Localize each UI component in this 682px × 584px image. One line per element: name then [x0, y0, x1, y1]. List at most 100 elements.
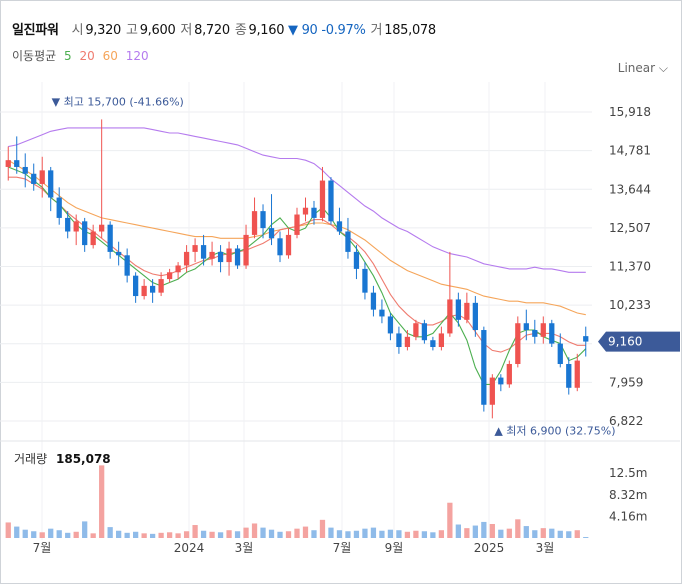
- y-tick-label: 6,822: [609, 414, 643, 428]
- x-tick-label: 2024: [174, 541, 205, 555]
- series-line-ma20: [8, 176, 586, 353]
- scale-toggle-button[interactable]: Linear ⌵: [618, 61, 668, 76]
- volume-bar: [549, 528, 555, 538]
- candle: [353, 251, 360, 269]
- volume-bar: [455, 524, 461, 538]
- candle: [183, 251, 190, 266]
- candle: [234, 248, 241, 266]
- volume-bar: [268, 529, 275, 538]
- candle: [396, 333, 402, 348]
- volume-bar: [200, 530, 207, 538]
- candle: [566, 363, 572, 388]
- volume-bar: [99, 465, 105, 538]
- volume-pane-label: 거래량: [14, 452, 47, 466]
- candle: [39, 170, 45, 184]
- volume-bar: [566, 531, 572, 538]
- volume-bar: [166, 532, 173, 538]
- volume-bar: [311, 530, 317, 538]
- volume-bar: [39, 532, 45, 538]
- x-tick-label: 3월: [536, 541, 555, 555]
- candle: [107, 224, 113, 252]
- candle: [31, 173, 37, 184]
- volume-bar: [328, 527, 334, 538]
- volume-bar: [14, 526, 20, 538]
- candle: [56, 197, 62, 218]
- candle: [421, 323, 428, 341]
- low-value: 8,720: [194, 23, 230, 38]
- candle: [158, 279, 164, 293]
- volume-bar: [498, 529, 504, 538]
- volume-bar: [260, 527, 266, 538]
- volume-bar: [65, 532, 71, 538]
- close-value: 9,160: [248, 23, 285, 38]
- volume-bar: [133, 531, 139, 538]
- volume-bar: [48, 528, 54, 538]
- volume-bar: [73, 531, 79, 538]
- ma-120-label[interactable]: 120: [125, 49, 149, 63]
- y-tick-label: 7,959: [609, 375, 643, 389]
- close-label: 종: [234, 23, 247, 38]
- candle: [217, 251, 224, 263]
- volume-bar: [22, 529, 28, 538]
- candle: [489, 377, 495, 405]
- candle: [404, 336, 411, 348]
- volume-bar: [336, 530, 343, 538]
- ma-legend-label: 이동평균: [12, 49, 57, 63]
- candle: [22, 166, 28, 174]
- current-price-label: 9,160: [608, 335, 642, 349]
- ma-5-label[interactable]: 5: [64, 49, 72, 63]
- volume-bar: [217, 532, 224, 538]
- volume-bar: [82, 521, 88, 538]
- volume-bar: [481, 521, 487, 538]
- candle: [438, 333, 445, 348]
- candle: [447, 299, 453, 334]
- candle: [387, 316, 394, 334]
- quote-header: 일진파워 시 9,320 고 9,600 저 8,720 종 9,160 ▼ 90 -0.97%…: [12, 19, 436, 38]
- candle: [481, 330, 487, 405]
- candle: [515, 323, 521, 364]
- volume-bar: [90, 533, 96, 538]
- volume-bar: [56, 530, 62, 538]
- volume-bar: [285, 531, 292, 538]
- volume-bar: [421, 531, 428, 538]
- stock-name: 일진파워: [12, 23, 59, 38]
- candle: [464, 302, 470, 320]
- candle: [65, 217, 71, 232]
- volume-bar: [387, 529, 394, 538]
- y-tick-label: 13,644: [609, 182, 651, 196]
- ma-60-label[interactable]: 60: [102, 49, 118, 63]
- volume-value: 185,078: [384, 23, 436, 38]
- high-label: 고: [126, 23, 138, 38]
- scale-button-label: Linear: [617, 61, 656, 75]
- open-label: 시: [71, 23, 84, 38]
- ma-20-label[interactable]: 20: [79, 49, 95, 63]
- volume-bar: [523, 526, 529, 538]
- volume-bar: [209, 531, 215, 538]
- candle: [48, 170, 54, 198]
- series-line-ma120: [8, 127, 586, 273]
- candle: [540, 323, 546, 337]
- volume-bar: [5, 522, 11, 538]
- candle: [302, 207, 309, 215]
- volume-bar: [302, 526, 309, 538]
- candle: [532, 330, 538, 337]
- volume-bar: [251, 523, 258, 538]
- volume-bar: [447, 502, 453, 538]
- volume-bar: [430, 532, 436, 538]
- low-annotation: ▲ 최저 6,900 (32.75%): [494, 424, 615, 437]
- candle: [370, 292, 377, 310]
- volume-bar: [277, 531, 283, 538]
- high-annotation: ▼ 최고 15,700 (-41.66%): [52, 95, 184, 108]
- volume-bar: [192, 525, 198, 538]
- candle: [379, 309, 385, 317]
- candle: [498, 377, 504, 385]
- candle: [345, 231, 351, 252]
- candle: [506, 363, 512, 385]
- x-tick-label: 3월: [235, 541, 254, 555]
- candle: [583, 336, 589, 342]
- volume-bar: [404, 531, 411, 538]
- volume-bar: [413, 530, 419, 538]
- moving-average-legend[interactable]: 이동평균 5 20 60 120: [12, 47, 153, 64]
